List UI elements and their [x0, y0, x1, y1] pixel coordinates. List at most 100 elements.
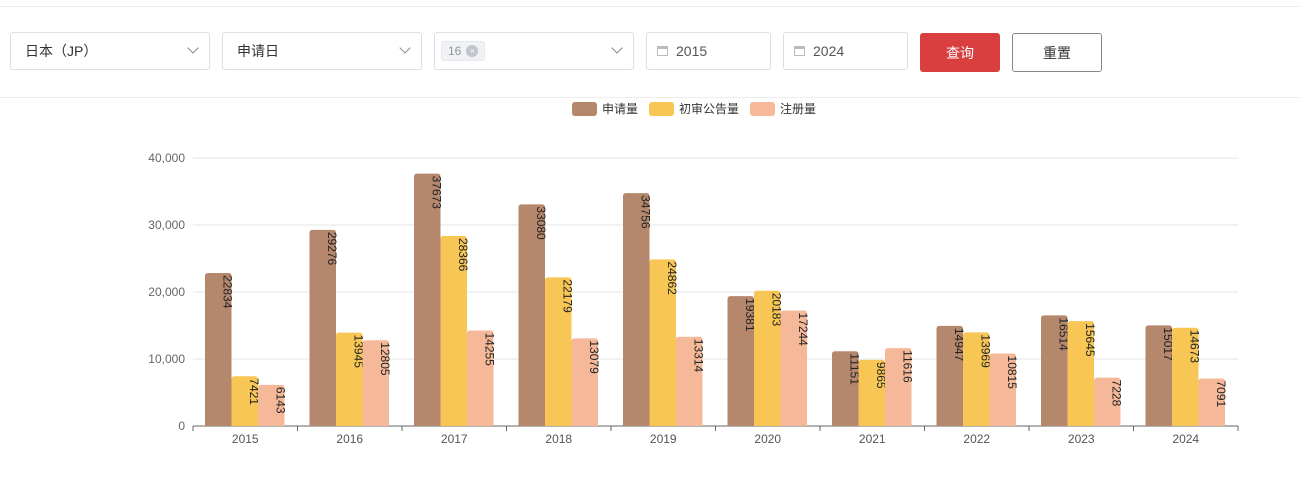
- bar: [623, 193, 650, 426]
- country-value: 日本（JP）: [25, 43, 98, 59]
- tag-close-icon[interactable]: ×: [466, 45, 479, 57]
- bar: [309, 229, 336, 426]
- x-tick-label: 2016: [336, 432, 363, 446]
- bar: [754, 290, 781, 426]
- data-label: 11151: [847, 353, 861, 385]
- data-label: 14673: [1187, 330, 1201, 364]
- bar: [258, 384, 285, 426]
- country-select[interactable]: 日本（JP）: [10, 32, 210, 70]
- bar: [1145, 325, 1172, 426]
- data-label: 6143: [273, 387, 287, 414]
- bar: [832, 351, 859, 426]
- bar: [362, 340, 389, 426]
- date-type-value: 申请日: [237, 43, 279, 59]
- bar: [414, 173, 441, 426]
- bar: [440, 235, 467, 426]
- data-label: 9865: [874, 362, 888, 389]
- data-label: 28366: [456, 238, 470, 272]
- selected-tag: 16 ×: [441, 41, 486, 61]
- tag-label: 16: [448, 44, 462, 58]
- data-label: 7091: [1214, 380, 1228, 407]
- data-label: 19381: [743, 298, 757, 332]
- legend-label: 申请量: [602, 102, 638, 116]
- bar: [676, 336, 703, 426]
- bar: [1198, 378, 1225, 426]
- data-label: 17244: [796, 312, 810, 346]
- multi-select[interactable]: 16 ×: [434, 32, 634, 70]
- end-year-input[interactable]: 2024: [783, 32, 908, 70]
- legend-label: 初审公告量: [679, 101, 739, 116]
- y-tick-label: 0: [178, 419, 185, 433]
- data-label: 15017: [1161, 327, 1175, 361]
- y-tick-label: 30,000: [148, 218, 185, 232]
- bar: [936, 325, 963, 426]
- data-label: 13314: [691, 339, 705, 373]
- data-label: 37673: [429, 176, 443, 210]
- calendar-icon: [794, 46, 805, 56]
- bar: [780, 310, 807, 426]
- calendar-icon: [657, 46, 668, 56]
- reset-button[interactable]: 重置: [1012, 33, 1102, 72]
- query-button[interactable]: 查询: [920, 33, 1000, 72]
- y-tick-label: 20,000: [148, 285, 185, 299]
- data-label: 13969: [978, 334, 992, 368]
- data-label: 20183: [769, 293, 783, 327]
- x-tick-label: 2022: [963, 432, 990, 446]
- bar: [727, 296, 754, 426]
- y-tick-label: 40,000: [148, 151, 185, 165]
- data-label: 7421: [247, 378, 261, 405]
- start-year-input[interactable]: 2015: [646, 32, 771, 70]
- bar: [518, 204, 545, 426]
- start-year-value: 2015: [676, 43, 708, 59]
- data-label: 22834: [220, 275, 234, 309]
- data-label: 34756: [638, 195, 652, 229]
- x-tick-label: 2020: [754, 432, 781, 446]
- x-tick-label: 2018: [545, 432, 572, 446]
- legend-label: 注册量: [780, 101, 816, 116]
- x-tick-label: 2019: [650, 432, 677, 446]
- x-tick-label: 2023: [1068, 432, 1095, 446]
- data-label: 10815: [1005, 356, 1019, 390]
- bar: [1041, 315, 1068, 426]
- data-label: 7228: [1109, 380, 1123, 407]
- bar: [1067, 321, 1094, 426]
- data-label: 15645: [1083, 323, 1097, 357]
- data-label: 22179: [560, 279, 574, 313]
- bar: [1172, 327, 1199, 426]
- bar: [1094, 377, 1121, 426]
- bar: [467, 330, 494, 426]
- x-tick-label: 2024: [1172, 432, 1199, 446]
- bar: [231, 376, 258, 426]
- bar: [989, 353, 1016, 426]
- bar: [336, 332, 363, 426]
- data-label: 33080: [534, 206, 548, 240]
- bar: [545, 277, 572, 426]
- data-label: 13945: [351, 335, 365, 369]
- data-label: 29276: [325, 232, 339, 266]
- date-type-select[interactable]: 申请日: [222, 32, 422, 70]
- data-label: 24862: [665, 261, 679, 295]
- top-divider: [0, 6, 1301, 7]
- end-year-value: 2024: [813, 43, 845, 59]
- data-label: 13079: [587, 340, 601, 374]
- data-label: 11616: [900, 350, 914, 383]
- data-label: 14947: [952, 328, 966, 362]
- y-tick-label: 10,000: [148, 352, 185, 366]
- legend-swatch: [750, 102, 775, 116]
- legend-swatch: [572, 102, 597, 116]
- bar: [885, 348, 912, 426]
- data-label: 14255: [482, 332, 496, 366]
- x-tick-label: 2017: [441, 432, 468, 446]
- bar: [205, 273, 232, 426]
- bar: [649, 259, 676, 426]
- x-tick-label: 2015: [232, 432, 259, 446]
- divider: [0, 97, 1301, 98]
- data-label: 16514: [1056, 317, 1070, 351]
- bar: [858, 359, 885, 426]
- data-label: 12805: [378, 342, 392, 376]
- bar: [963, 332, 990, 426]
- legend-swatch: [649, 102, 674, 116]
- bar: [571, 338, 598, 426]
- x-tick-label: 2021: [859, 432, 886, 446]
